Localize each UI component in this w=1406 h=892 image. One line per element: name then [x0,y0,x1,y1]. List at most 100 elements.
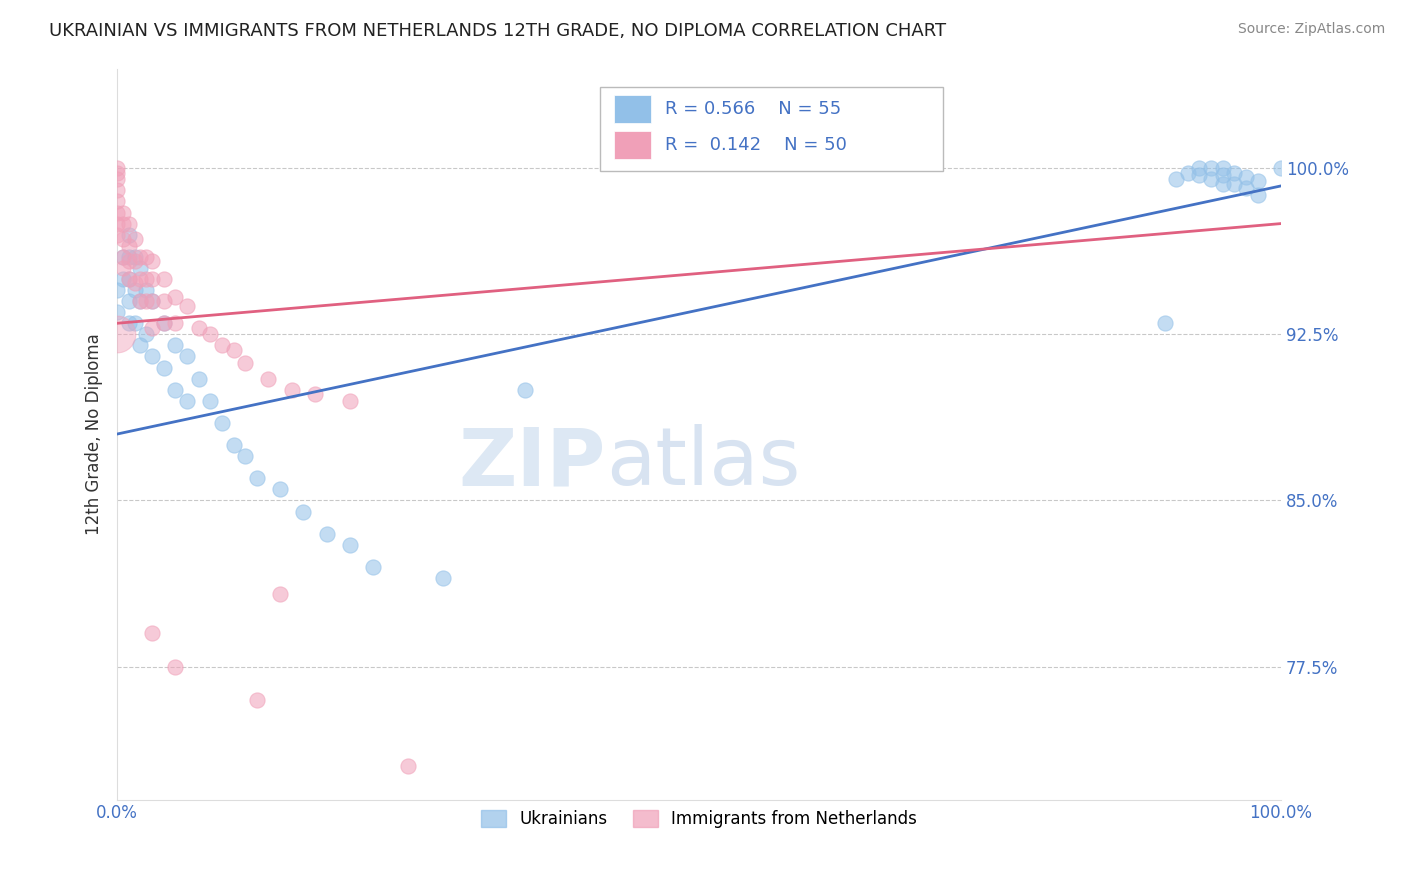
Point [1212,161,1234,176]
Point [432,571,454,585]
Point [222,343,245,357]
Point [1166,172,1188,186]
Point [105,161,128,176]
Point [111,205,134,219]
Point [1199,172,1222,186]
Point [111,250,134,264]
Point [269,483,291,497]
Legend: Ukrainians, Immigrants from Netherlands: Ukrainians, Immigrants from Netherlands [475,804,924,835]
Point [105,327,128,342]
Point [200,327,222,342]
Point [1223,166,1246,180]
Point [124,277,146,291]
Point [141,350,163,364]
Point [339,538,361,552]
Point [152,272,174,286]
Point [211,416,233,430]
Point [105,305,128,319]
Point [105,166,128,180]
Point [1212,177,1234,191]
Text: atlas: atlas [606,425,800,502]
Point [105,205,128,219]
Point [1177,166,1199,180]
Point [152,360,174,375]
Point [118,238,141,252]
Point [1153,316,1175,330]
Text: ZIP: ZIP [458,425,606,502]
Point [246,471,269,485]
Point [111,272,134,286]
Point [1247,174,1270,188]
Point [135,327,157,342]
Point [141,272,163,286]
Point [233,356,256,370]
Bar [614,95,651,122]
Point [105,283,128,297]
Point [1247,187,1270,202]
Point [129,272,152,286]
Point [105,227,128,242]
Point [124,316,146,330]
Point [118,250,141,264]
Point [152,316,174,330]
Point [111,217,134,231]
Point [141,294,163,309]
Text: R =  0.142    N = 50: R = 0.142 N = 50 [665,136,848,154]
Y-axis label: 12th Grade, No Diploma: 12th Grade, No Diploma [86,333,103,535]
Point [118,316,141,330]
Point [129,338,152,352]
Point [257,371,280,385]
Point [129,250,152,264]
Point [304,387,326,401]
Point [1234,170,1257,185]
Point [176,393,198,408]
Point [141,320,163,334]
Point [1188,161,1211,176]
Point [152,316,174,330]
Point [118,227,141,242]
Point [124,250,146,264]
Point [1270,161,1292,176]
Point [141,294,163,309]
Point [129,294,152,309]
Point [292,504,315,518]
Point [105,172,128,186]
Bar [614,131,651,159]
Point [105,217,128,231]
Point [1199,161,1222,176]
Point [165,316,187,330]
Point [124,283,146,297]
Point [152,294,174,309]
Point [513,383,536,397]
Point [118,254,141,268]
Point [124,232,146,246]
Point [135,294,157,309]
Point [1212,168,1234,182]
Point [165,290,187,304]
Point [187,371,209,385]
Point [339,393,361,408]
Point [361,560,384,574]
Point [118,217,141,231]
Point [129,260,152,275]
Text: UKRAINIAN VS IMMIGRANTS FROM NETHERLANDS 12TH GRADE, NO DIPLOMA CORRELATION CHAR: UKRAINIAN VS IMMIGRANTS FROM NETHERLANDS… [49,22,946,40]
Point [200,393,222,408]
Point [281,383,304,397]
Point [222,438,245,452]
Point [165,338,187,352]
Point [246,693,269,707]
Point [1188,168,1211,182]
Point [135,272,157,286]
Point [176,350,198,364]
Point [315,526,337,541]
Point [233,449,256,463]
Point [118,272,141,286]
Point [1234,181,1257,195]
Point [176,299,198,313]
Text: R = 0.566    N = 55: R = 0.566 N = 55 [665,100,842,118]
Point [111,260,134,275]
Point [118,294,141,309]
Point [187,320,209,334]
Point [165,383,187,397]
Point [124,254,146,268]
